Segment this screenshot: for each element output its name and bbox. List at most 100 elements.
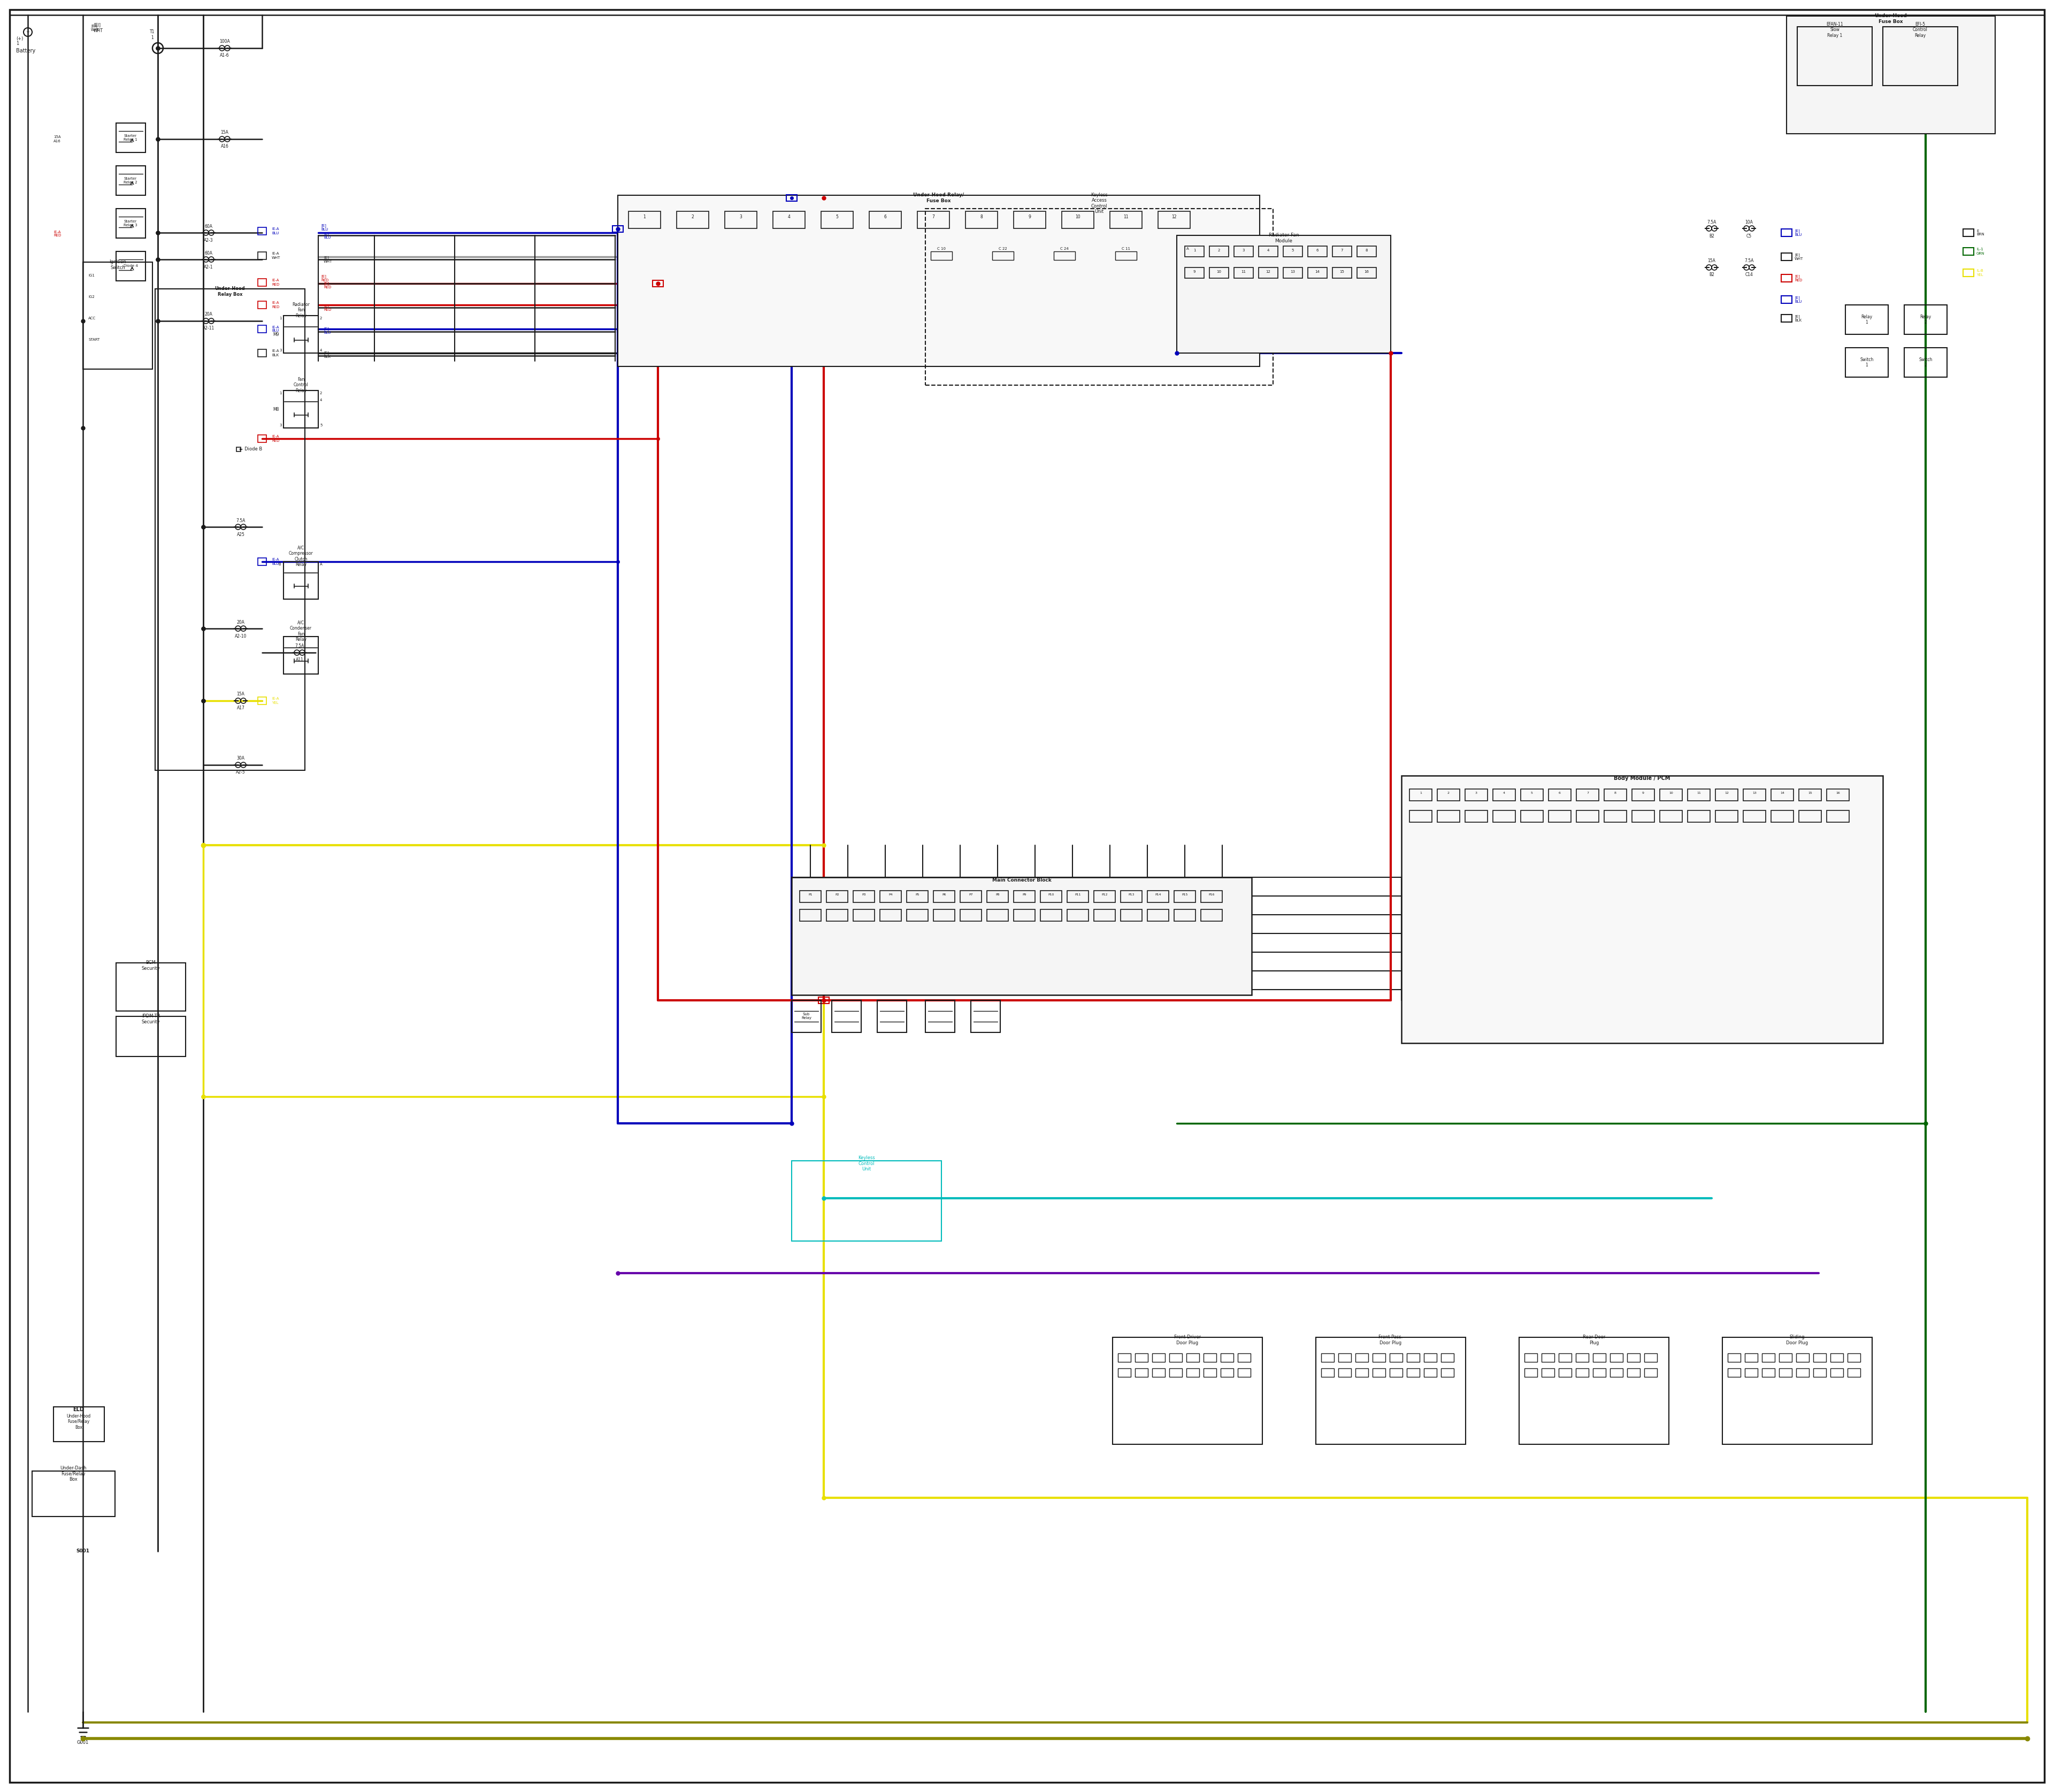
Bar: [832, 1000, 861, 1032]
Text: P14: P14: [1154, 894, 1161, 896]
Text: 8: 8: [1366, 249, 1368, 253]
Bar: [1239, 1353, 1251, 1362]
Text: C5: C5: [1746, 233, 1752, 238]
Bar: [259, 435, 267, 443]
Bar: [1308, 246, 1327, 256]
Bar: [259, 557, 267, 566]
Bar: [877, 1000, 906, 1032]
Bar: [1559, 1353, 1571, 1362]
Bar: [1727, 1369, 1740, 1376]
Text: [E]
RED: [E] RED: [325, 305, 331, 312]
Text: Under-Dash
Fuse/Relay
Box: Under-Dash Fuse/Relay Box: [60, 1466, 86, 1482]
Text: 1: 1: [279, 317, 281, 321]
Bar: [1645, 1369, 1658, 1376]
Bar: [959, 891, 982, 903]
Bar: [799, 891, 822, 903]
Text: Starter
Relay 1: Starter Relay 1: [123, 134, 138, 142]
Bar: [1688, 810, 1711, 823]
Text: 20A: 20A: [205, 312, 212, 317]
Text: 6: 6: [1559, 792, 1561, 794]
Text: Battery: Battery: [16, 48, 35, 54]
Bar: [1814, 1369, 1826, 1376]
Text: 5: 5: [1530, 792, 1532, 794]
Bar: [1317, 1337, 1467, 1444]
Text: 10: 10: [1216, 271, 1222, 274]
Text: 2: 2: [320, 392, 322, 394]
Text: 5: 5: [836, 215, 838, 219]
Text: IE-A
BLU: IE-A BLU: [271, 326, 279, 333]
Text: P9: P9: [1023, 894, 1027, 896]
Bar: [1372, 1353, 1384, 1362]
Text: IPDM-TR
Security: IPDM-TR Security: [142, 1014, 160, 1025]
Bar: [1779, 1353, 1791, 1362]
Bar: [906, 891, 928, 903]
Bar: [1744, 788, 1766, 801]
Text: IL-B
YEL: IL-B YEL: [1976, 269, 1984, 276]
Text: C 11: C 11: [1121, 247, 1130, 251]
Bar: [879, 891, 902, 903]
Text: IL-1
GRN: IL-1 GRN: [1976, 247, 1984, 254]
Bar: [1372, 1369, 1384, 1376]
Text: [E]
BLK: [E] BLK: [1795, 315, 1801, 323]
Text: 15A: 15A: [236, 692, 244, 697]
Bar: [1645, 1353, 1658, 1362]
Bar: [852, 891, 875, 903]
Bar: [117, 1016, 185, 1057]
Text: P12: P12: [1101, 894, 1107, 896]
Bar: [1169, 1369, 1183, 1376]
Bar: [117, 962, 185, 1011]
Bar: [1549, 810, 1571, 823]
Text: P15: P15: [1181, 894, 1187, 896]
Bar: [259, 301, 267, 308]
Bar: [283, 391, 318, 428]
Text: [E]
WHT: [E] WHT: [1795, 253, 1803, 260]
Text: 7.5A: 7.5A: [1744, 258, 1754, 263]
Text: [E]
BLU: [E] BLU: [320, 224, 329, 231]
Text: 15: 15: [1339, 271, 1345, 274]
Text: Relay
1: Relay 1: [1861, 314, 1873, 324]
Text: 4: 4: [1504, 792, 1506, 794]
Text: A/C
Condenser
Fan
Relay: A/C Condenser Fan Relay: [290, 620, 312, 642]
Text: Under-Hood
Relay Box: Under-Hood Relay Box: [216, 287, 244, 297]
Text: 2: 2: [1218, 249, 1220, 253]
Bar: [1210, 267, 1228, 278]
Text: Diode 4: Diode 4: [123, 263, 138, 267]
Bar: [1543, 1353, 1555, 1362]
Bar: [1781, 253, 1791, 260]
Text: P1: P1: [809, 894, 813, 896]
Bar: [1041, 891, 1062, 903]
Bar: [1627, 1353, 1639, 1362]
Text: [E]
BLU: [E] BLU: [325, 326, 331, 335]
Text: [E]
RED: [E] RED: [325, 281, 331, 289]
Bar: [959, 909, 982, 921]
Text: 7.5A: 7.5A: [236, 518, 244, 523]
Bar: [1627, 1369, 1639, 1376]
Bar: [826, 909, 848, 921]
Bar: [1610, 1369, 1623, 1376]
Bar: [1187, 1369, 1200, 1376]
Bar: [1964, 229, 1974, 237]
Bar: [1095, 909, 1115, 921]
Bar: [629, 211, 661, 228]
Text: P3: P3: [863, 894, 867, 896]
Bar: [1423, 1369, 1436, 1376]
Bar: [1442, 1353, 1454, 1362]
Text: EFI-5
Control
Relay: EFI-5 Control Relay: [1912, 22, 1929, 38]
Text: G001: G001: [76, 1740, 88, 1745]
Bar: [1781, 229, 1791, 237]
Bar: [1185, 246, 1204, 256]
Bar: [826, 891, 848, 903]
Bar: [725, 211, 756, 228]
Bar: [1964, 247, 1974, 254]
Bar: [1284, 246, 1302, 256]
Bar: [1333, 246, 1352, 256]
Bar: [787, 195, 797, 201]
Bar: [1814, 1353, 1826, 1362]
Bar: [1520, 810, 1543, 823]
Bar: [930, 251, 953, 260]
Bar: [1013, 211, 1045, 228]
Text: Starter
Relay 2: Starter Relay 2: [123, 177, 138, 185]
Bar: [259, 349, 267, 357]
Bar: [236, 448, 240, 452]
Bar: [1423, 1353, 1436, 1362]
